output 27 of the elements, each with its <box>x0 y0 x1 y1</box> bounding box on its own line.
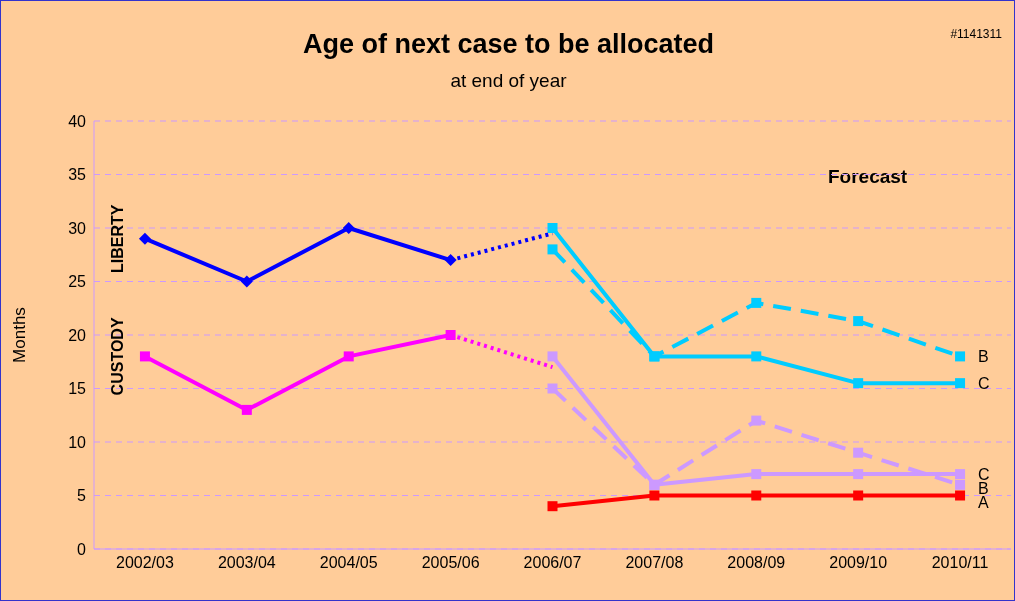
text: LIBERTY <box>108 204 126 273</box>
y-axis-title: Months <box>10 307 30 363</box>
chart-title: Age of next case to be allocated <box>302 29 715 59</box>
y-tick-label: 15 <box>68 380 87 398</box>
x-tick-label: 2003/04 <box>217 554 276 572</box>
y-tick-label: 0 <box>77 540 87 558</box>
y-tick-label: 5 <box>77 487 87 505</box>
x-tick-label: 2008/09 <box>727 554 786 572</box>
series-label: B <box>978 348 989 366</box>
y-tick-label: 35 <box>68 166 87 184</box>
x-tick-label: 2006/07 <box>523 554 582 572</box>
x-tick-label: 2004/05 <box>319 554 378 572</box>
y-tick-label: 30 <box>68 219 87 237</box>
x-tick-label: 2010/11 <box>931 554 989 572</box>
y-tick-label: 25 <box>68 273 87 291</box>
text: CUSTODY <box>108 317 126 396</box>
y-tick-label: 40 <box>68 112 87 130</box>
y-tick-label: 10 <box>68 433 87 451</box>
x-tick-label: 2005/06 <box>421 554 480 572</box>
text: #1141311 <box>950 27 1002 41</box>
x-tick-label: 2009/10 <box>829 554 888 572</box>
x-tick-label: 2007/08 <box>625 554 684 572</box>
series-label: C <box>978 375 990 393</box>
y-tick-label: 20 <box>68 326 87 344</box>
series-label: A <box>978 494 990 512</box>
chart-subtitle: at end of year <box>449 70 568 92</box>
x-tick-label: 2002/03 <box>116 554 174 572</box>
